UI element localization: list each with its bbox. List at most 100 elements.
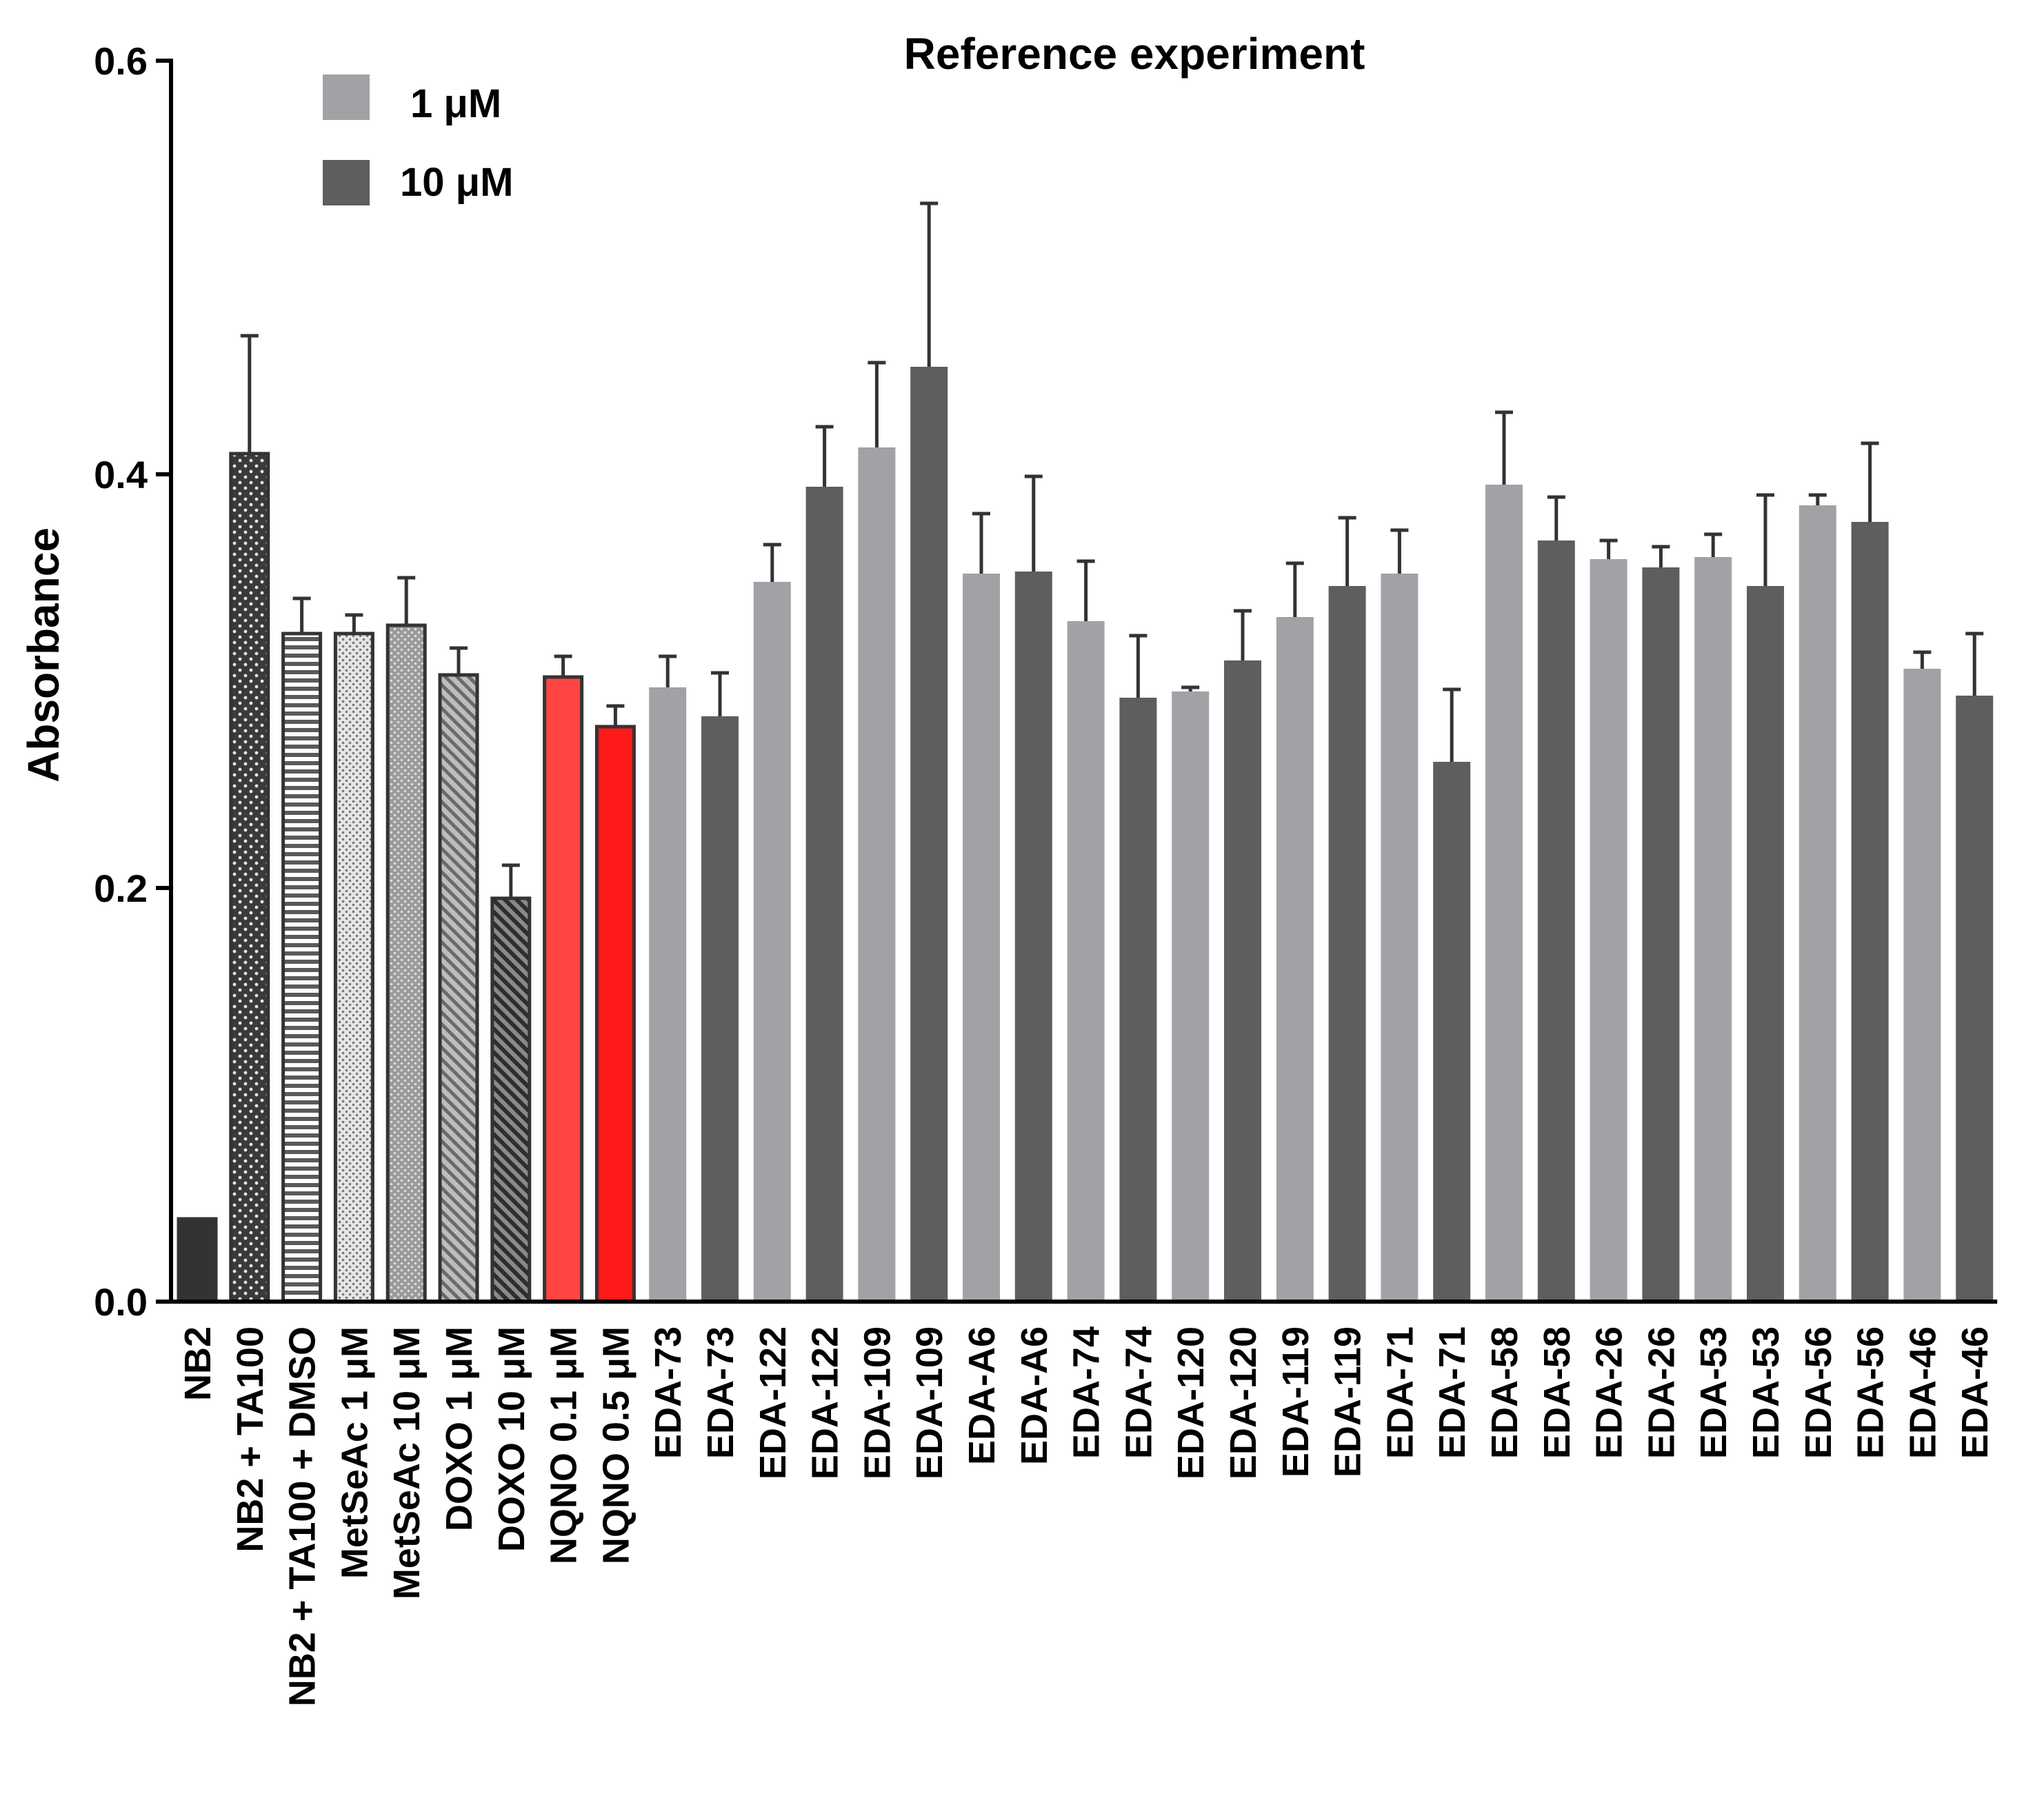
bar-nb2-ta100-dmso-2 — [281, 632, 323, 1304]
x-axis: NB2 NB2 + TA100 NB2 + TA100 + DMSO MetSeAc … — [159, 1300, 1998, 1706]
error-bar-eda-53-29 — [1704, 532, 1723, 557]
error-bar-metseac-10-m-4 — [397, 576, 416, 625]
x-tick-label-eda-71-23: EDA-71 — [1379, 1326, 1421, 1459]
bar-eda-119-22 — [1328, 586, 1366, 1302]
x-tick-label-eda-58-25: EDA-58 — [1484, 1326, 1525, 1459]
error-bar-eda-53-30 — [1756, 493, 1774, 586]
error-bar-eda-a6-16 — [1024, 474, 1043, 572]
bar-nqno-0-1-m-7 — [543, 675, 584, 1304]
legend-swatch-1uM — [323, 74, 370, 120]
x-tick-label-eda-a6-15: EDA-A6 — [961, 1326, 1003, 1465]
error-bar-eda-71-24 — [1443, 687, 1461, 762]
error-bar-eda-56-32 — [1861, 441, 1879, 522]
x-tick-label-eda-109-13: EDA-109 — [856, 1326, 898, 1479]
x-tick-label-nb2-ta100-1: NB2 + TA100 — [230, 1326, 271, 1553]
legend: 1 μM 10 μM — [323, 74, 513, 205]
x-tick-label-eda-46-34: EDA-46 — [1954, 1326, 1996, 1459]
error-bar-eda-26-28 — [1652, 545, 1670, 567]
error-bar-eda-122-12 — [815, 425, 834, 487]
error-bar-eda-109-13 — [868, 361, 886, 447]
bar-eda-122-11 — [753, 582, 791, 1302]
error-bar-eda-122-11 — [763, 543, 781, 582]
bar-eda-58-26 — [1537, 541, 1575, 1302]
x-tick-label-eda-122-11: EDA-122 — [752, 1326, 794, 1479]
bar-nb2-0 — [177, 1217, 218, 1304]
error-bar-doxo-1-m-5 — [450, 646, 468, 675]
x-tick-label-eda-26-28: EDA-26 — [1641, 1326, 1682, 1459]
x-tick-label-eda-120-19: EDA-120 — [1170, 1326, 1212, 1479]
x-tick-label-metseac-10-m-4: MetSeAc 10 μM — [386, 1326, 428, 1599]
bar-doxo-1-m-5 — [438, 673, 479, 1304]
bar-eda-109-13 — [858, 447, 896, 1302]
x-tick-label-eda-119-22: EDA-119 — [1327, 1326, 1369, 1477]
bar-eda-73-10 — [701, 716, 739, 1302]
error-bar-metseac-1-m-3 — [345, 613, 363, 634]
x-tick-label-eda-122-12: EDA-122 — [805, 1326, 846, 1479]
x-tick-label-nb2-ta100-dmso-2: NB2 + TA100 + DMSO — [282, 1326, 323, 1706]
error-bar-nqno-0-1-m-7 — [554, 654, 572, 677]
x-tick-label-eda-120-20: EDA-120 — [1223, 1326, 1264, 1479]
error-bar-eda-46-33 — [1913, 650, 1932, 669]
bar-eda-73-9 — [649, 687, 687, 1302]
error-bar-eda-109-14 — [920, 201, 939, 367]
error-bar-eda-56-31 — [1808, 493, 1827, 505]
y-axis: 0.0 0.2 0.4 0.6 — [94, 39, 173, 1324]
error-bar-eda-58-25 — [1495, 410, 1513, 485]
x-tick-label-nqno-0-1-m-7: NQNO 0.1 μM — [543, 1326, 585, 1564]
y-tick-label-0: 0.0 — [94, 1280, 148, 1324]
error-bars — [240, 201, 1984, 898]
error-bar-eda-a6-15 — [972, 512, 990, 574]
bar-nqno-0-5-m-8 — [594, 725, 636, 1304]
x-tick-label-eda-74-18: EDA-74 — [1118, 1326, 1159, 1459]
bar-eda-109-14 — [910, 367, 948, 1302]
x-tick-label-eda-119-21: EDA-119 — [1275, 1326, 1316, 1477]
bar-eda-122-12 — [805, 487, 843, 1302]
legend-label-10uM: 10 μM — [400, 160, 513, 205]
x-tick-label-eda-58-26: EDA-58 — [1536, 1326, 1578, 1459]
bar-eda-a6-15 — [963, 574, 1000, 1302]
x-tick-label-metseac-1-m-3: MetSeAc 1 μM — [334, 1326, 375, 1579]
x-tick-label-eda-a6-16: EDA-A6 — [1014, 1326, 1055, 1465]
bar-eda-46-34 — [1956, 696, 1994, 1302]
bar-nb2-ta100-1 — [229, 452, 270, 1304]
error-bar-nb2-ta100-1 — [240, 334, 259, 454]
bar-eda-74-18 — [1119, 698, 1157, 1302]
bar-eda-a6-16 — [1014, 572, 1052, 1302]
error-bar-eda-26-27 — [1599, 538, 1618, 559]
error-bar-eda-74-18 — [1129, 634, 1148, 698]
error-bar-eda-71-23 — [1390, 528, 1409, 574]
y-tick-label-3: 0.6 — [94, 39, 148, 83]
x-tick-label-eda-26-27: EDA-26 — [1589, 1326, 1630, 1459]
error-bar-eda-58-26 — [1547, 495, 1565, 541]
error-bar-eda-46-34 — [1965, 632, 1984, 696]
error-bar-eda-120-20 — [1234, 609, 1252, 660]
bar-eda-119-21 — [1276, 617, 1314, 1302]
y-tick-label-2: 0.4 — [94, 453, 148, 496]
x-tick-label-doxo-1-m-5: DOXO 1 μM — [439, 1326, 480, 1531]
bar-eda-56-31 — [1798, 505, 1836, 1302]
bar-eda-56-32 — [1851, 522, 1889, 1302]
x-tick-label-doxo-10-m-6: DOXO 10 μM — [491, 1326, 532, 1552]
bar-eda-46-33 — [1903, 669, 1941, 1302]
x-tick-label-eda-73-9: EDA-73 — [648, 1326, 689, 1459]
x-tick-label-eda-53-30: EDA-53 — [1745, 1326, 1787, 1459]
error-bar-eda-74-17 — [1076, 559, 1095, 621]
bar-metseac-10-m-4 — [385, 623, 427, 1304]
x-tick-label-eda-109-14: EDA-109 — [909, 1326, 950, 1479]
y-tick-label-1: 0.2 — [94, 867, 148, 910]
chart-title: Reference experiment — [904, 29, 1365, 79]
x-tick-label-eda-46-33: EDA-46 — [1902, 1326, 1943, 1459]
bar-eda-71-23 — [1381, 574, 1419, 1302]
bar-eda-74-17 — [1067, 621, 1105, 1302]
bar-eda-120-19 — [1172, 691, 1210, 1302]
x-tick-label-eda-56-31: EDA-56 — [1798, 1326, 1839, 1459]
bar-eda-58-25 — [1485, 485, 1523, 1302]
x-tick-label-eda-71-24: EDA-71 — [1432, 1326, 1473, 1459]
bar-eda-26-28 — [1642, 567, 1680, 1302]
error-bar-doxo-10-m-6 — [501, 863, 520, 898]
error-bar-nb2-ta100-dmso-2 — [292, 596, 311, 634]
bar-doxo-10-m-6 — [490, 896, 532, 1304]
bar-eda-53-30 — [1747, 586, 1784, 1302]
bar-eda-53-29 — [1694, 557, 1732, 1302]
